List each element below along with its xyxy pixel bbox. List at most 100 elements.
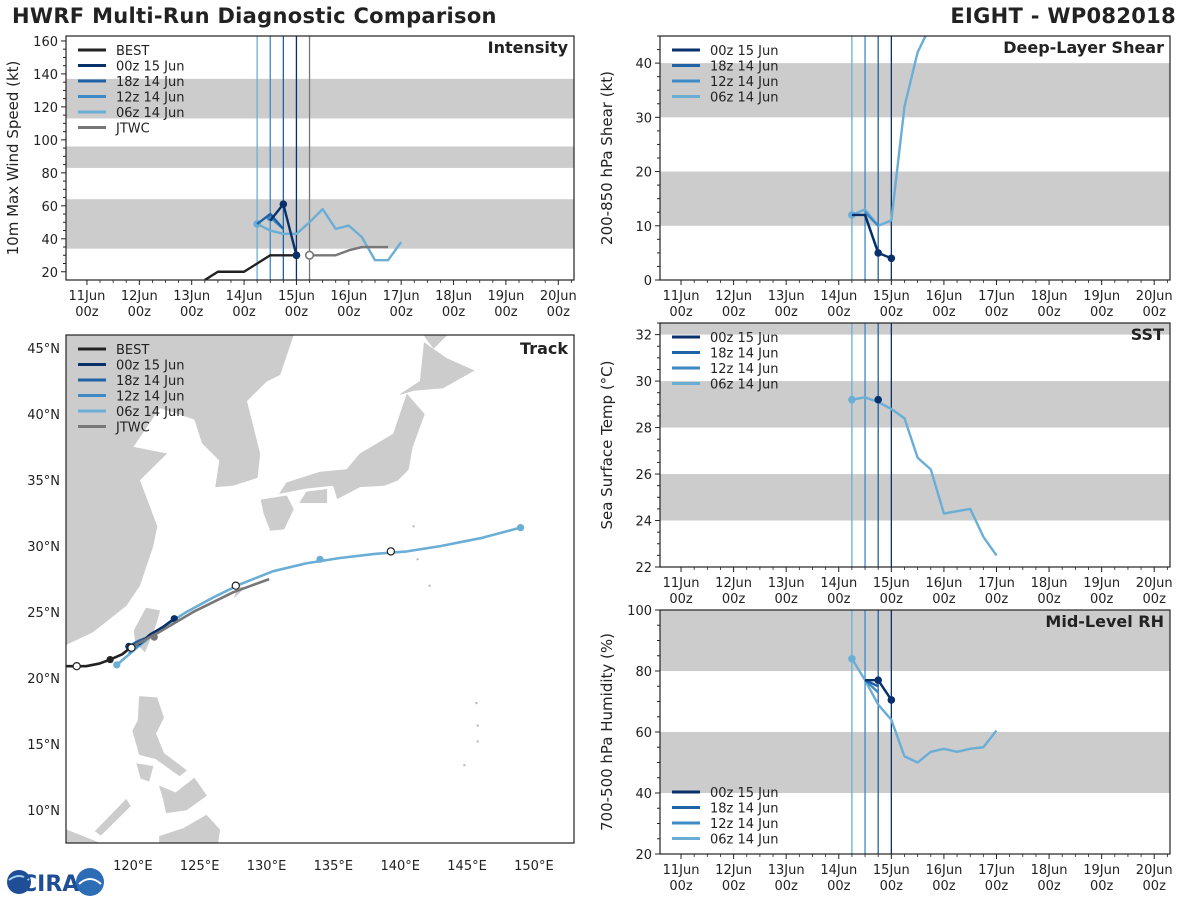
lat-tick-label: 40°N — [27, 408, 60, 423]
y-tick-label: 22 — [635, 561, 652, 576]
y-axis-label: 700-500 hPa Humidity (%) — [598, 633, 616, 831]
x-tick-sublabel: 00z — [722, 592, 746, 607]
track-marker — [170, 615, 178, 623]
y-tick-label: 0 — [644, 274, 652, 289]
legend-label: 18z 14 Jun — [710, 802, 779, 817]
small-island — [412, 525, 415, 528]
x-tick-label: 16Jun — [925, 576, 962, 591]
x-tick-sublabel: 00z — [337, 305, 361, 320]
y-tick-label: 160 — [33, 35, 58, 50]
x-tick-sublabel: 00z — [722, 879, 746, 894]
x-tick-label: 17Jun — [978, 289, 1015, 304]
y-tick-label: 20 — [635, 848, 652, 863]
panel-rh: 2040608010011Jun00z12Jun00z13Jun00z14Jun… — [598, 604, 1173, 894]
legend-label: 12z 14 Jun — [710, 817, 779, 832]
x-tick-label: 12Jun — [121, 289, 158, 304]
series-r06z14 — [851, 36, 927, 227]
x-tick-label: 15Jun — [873, 576, 910, 591]
x-tick-sublabel: 00z — [985, 879, 1009, 894]
legend-label: 06z 14 Jun — [710, 378, 779, 393]
y-tick-label: 40 — [635, 57, 652, 72]
y-tick-label: 30 — [635, 111, 652, 126]
x-tick-sublabel: 00z — [1143, 879, 1167, 894]
x-tick-sublabel: 00z — [827, 879, 851, 894]
y-tick-label: 80 — [41, 167, 58, 182]
legend-label: 00z 15 Jun — [710, 786, 779, 801]
x-tick-label: 19Jun — [1083, 576, 1120, 591]
cira-logo: CIRA — [7, 868, 104, 897]
x-tick-label: 13Jun — [768, 576, 805, 591]
x-tick-label: 20Jun — [1136, 576, 1173, 591]
x-tick-sublabel: 00z — [985, 592, 1009, 607]
legend-label: BEST — [116, 343, 149, 358]
x-tick-label: 18Jun — [1031, 576, 1068, 591]
land-sakhalin — [423, 335, 448, 349]
x-tick-label: 11Jun — [663, 576, 700, 591]
small-island — [416, 558, 419, 561]
shaded-band — [660, 323, 1170, 335]
shaded-band — [66, 146, 574, 168]
x-tick-sublabel: 00z — [774, 879, 798, 894]
point-marker — [887, 696, 896, 704]
x-tick-sublabel: 00z — [880, 879, 904, 894]
panel-sst: 22242628303211Jun00z12Jun00z13Jun00z14Ju… — [598, 322, 1173, 607]
x-tick-label: 12Jun — [715, 576, 752, 591]
point-marker — [279, 200, 288, 208]
point-marker — [874, 395, 882, 404]
point-marker — [874, 249, 882, 257]
series-r00z15 — [851, 213, 892, 260]
legend-label: 00z 15 Jun — [116, 359, 185, 374]
panel-title: Track — [520, 339, 568, 358]
x-tick-sublabel: 00z — [827, 592, 851, 607]
x-tick-label: 19Jun — [487, 289, 524, 304]
x-tick-sublabel: 00z — [985, 305, 1009, 320]
small-island — [476, 724, 479, 727]
y-tick-label: 26 — [635, 468, 652, 483]
y-tick-label: 60 — [635, 726, 652, 741]
x-tick-label: 15Jun — [873, 289, 910, 304]
y-tick-label: 30 — [635, 375, 652, 390]
track-marker — [316, 555, 324, 563]
panel-shear: 01020304011Jun00z12Jun00z13Jun00z14Jun00… — [598, 35, 1173, 320]
plot-area — [66, 36, 574, 280]
y-tick-label: 100 — [33, 134, 58, 149]
series-r06z14 — [850, 658, 998, 764]
shaded-band — [660, 381, 1170, 428]
track-marker — [106, 655, 114, 664]
series-JTWC — [309, 245, 389, 257]
y-tick-label: 60 — [41, 200, 58, 215]
y-tick-label: 120 — [33, 101, 58, 116]
x-tick-sublabel: 00z — [880, 305, 904, 320]
x-tick-sublabel: 00z — [547, 305, 571, 320]
x-tick-label: 14Jun — [820, 576, 857, 591]
y-tick-label: 20 — [635, 166, 652, 181]
point-marker — [848, 395, 856, 404]
series-r12z14 — [864, 211, 880, 227]
lat-tick-label: 30°N — [27, 540, 60, 555]
x-tick-label: 18Jun — [1031, 289, 1068, 304]
legend-label: 06z 14 Jun — [116, 106, 185, 121]
y-tick-label: 28 — [635, 422, 652, 437]
track-marker — [72, 661, 81, 671]
legend-label: 18z 14 Jun — [710, 60, 779, 75]
x-tick-sublabel: 00z — [1143, 592, 1167, 607]
x-tick-label: 13Jun — [768, 863, 805, 878]
series-r06z14 — [256, 207, 403, 262]
x-tick-label: 14Jun — [820, 289, 857, 304]
x-tick-label: 14Jun — [226, 289, 263, 304]
x-tick-sublabel: 00z — [932, 879, 956, 894]
point-marker — [304, 250, 315, 260]
x-tick-sublabel: 00z — [1037, 305, 1061, 320]
shaded-band — [660, 610, 1170, 671]
legend-label: 06z 14 Jun — [710, 91, 779, 106]
plot-area — [660, 36, 1170, 280]
x-tick-sublabel: 00z — [442, 305, 466, 320]
plot-area — [660, 610, 1170, 854]
globe-icon — [7, 870, 31, 894]
x-tick-sublabel: 00z — [285, 305, 309, 320]
point-marker — [848, 655, 856, 663]
legend-label: 00z 15 Jun — [116, 60, 185, 75]
x-tick-sublabel: 00z — [1037, 879, 1061, 894]
lon-tick-label: 140°E — [380, 859, 420, 874]
x-tick-sublabel: 00z — [774, 305, 798, 320]
